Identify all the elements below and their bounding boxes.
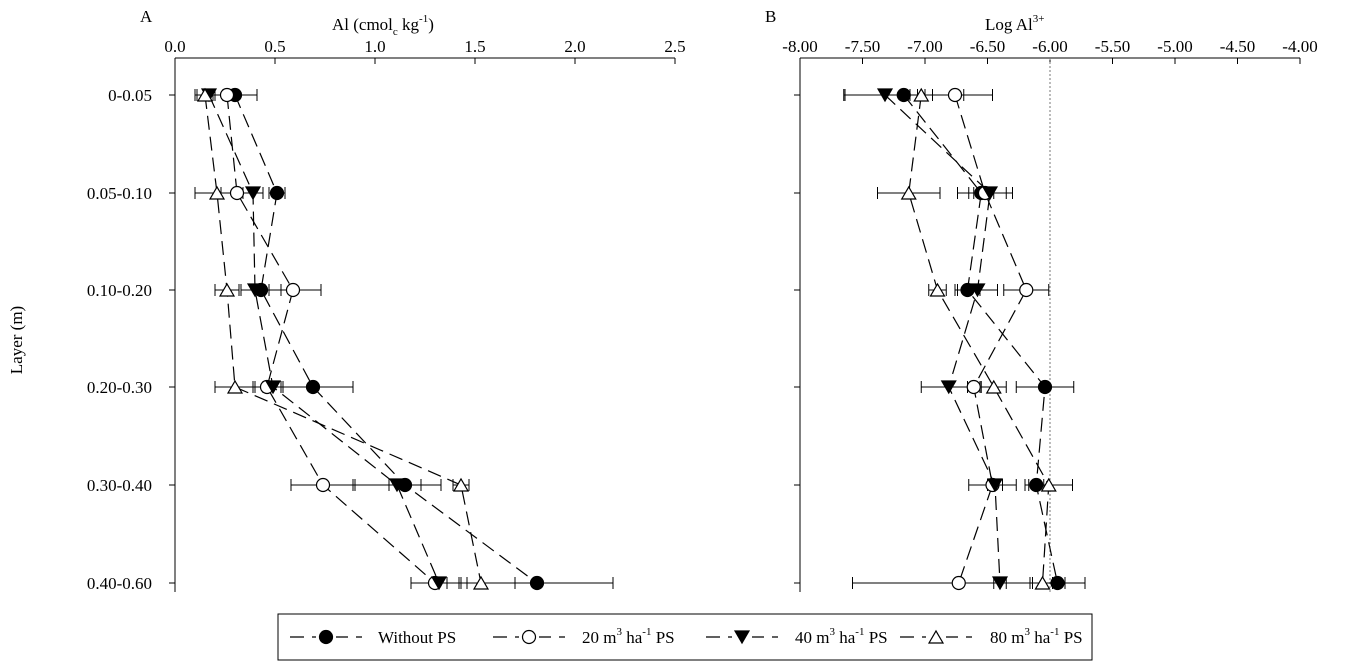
panel-1-point-ps80 (900, 185, 917, 200)
panel-0-point-ps80 (472, 575, 490, 590)
panel-0-xtick-label: 0.0 (164, 37, 185, 56)
panel-0-point-ps20 (285, 282, 301, 298)
panel-a-ylabel: Layer (m) (7, 306, 26, 374)
panel-1-point-ps80 (1034, 575, 1051, 590)
panel-1-point-without (896, 87, 911, 103)
panel-1-xtick-label: -8.00 (782, 37, 817, 56)
panel-0-point-ps80 (196, 87, 214, 102)
panel-0-series-line-without (234, 94, 538, 584)
panel-1-point-ps40 (969, 283, 986, 298)
panel-0-series-line-ps80 (204, 94, 482, 584)
panel-b-title: Log Al3+ (985, 13, 1044, 34)
panel-0-point-without (305, 379, 321, 395)
panel-1-series-line-ps20 (954, 94, 1027, 584)
panel-1-point-without (1050, 575, 1065, 591)
panel-0-category-label: 0.30-0.40 (87, 476, 152, 495)
panel-0-xtick-label: 0.5 (264, 37, 285, 56)
panel-0-series-line-ps20 (226, 94, 436, 584)
panel-b-letter: B (765, 7, 776, 26)
panel-0-point-ps80 (208, 185, 226, 200)
panel-1-point-ps40 (940, 380, 957, 395)
panel-1-point-without (1037, 379, 1053, 395)
panel-1-point-ps80 (985, 379, 1002, 394)
panel-0-category-label: 0.10-0.20 (87, 281, 152, 300)
panel-0-xtick-label: 2.5 (664, 37, 685, 56)
panel-0-point-ps40 (264, 380, 282, 395)
panel-0-point-ps40 (246, 283, 264, 298)
panel-0-category-label: 0-0.05 (108, 86, 152, 105)
legend-box (277, 613, 1093, 661)
panel-1-point-ps80 (929, 282, 946, 297)
panel-1-point-ps40 (986, 478, 1004, 493)
panel-1-point-ps80 (913, 87, 930, 102)
panel-0-xtick-label: 2.0 (564, 37, 585, 56)
panel-a-letter: A (140, 7, 153, 26)
panel-1-point-ps40 (876, 88, 894, 103)
panel-0-xtick-label: 1.5 (464, 37, 485, 56)
panel-1-point-ps80 (1040, 477, 1057, 492)
panel-1-point-ps20 (951, 575, 966, 591)
panel-1-xtick-label: -7.00 (907, 37, 942, 56)
panel-1-xtick-label: -6.50 (970, 37, 1005, 56)
panel-0-point-ps20 (315, 477, 331, 493)
panel-1-xtick-label: -6.00 (1032, 37, 1067, 56)
panel-1-point-ps20 (947, 87, 963, 103)
panel-0-point-ps40 (388, 478, 406, 493)
panel-0-category-label: 0.20-0.30 (87, 378, 152, 397)
legend-label-ps20: 20 m3 ha-1 PS (582, 626, 675, 647)
panel-0-point-ps20 (229, 185, 245, 201)
panel-0-point-without (269, 185, 285, 201)
panel-1-xtick-label: -5.50 (1095, 37, 1130, 56)
panel-1-point-ps40 (991, 576, 1009, 591)
legend-label-ps80: 80 m3 ha-1 PS (990, 626, 1083, 647)
panel-a-plot: 0.0 0.5 1.0 1.5 2.0 2.5 0-0.05 0.05-0.10 0.10-0.… (87, 37, 686, 593)
panel-0-series-line-ps40 (208, 94, 440, 584)
panel-0-point-ps40 (244, 186, 262, 201)
panel-0-category-label: 0.40-0.60 (87, 574, 152, 593)
panel-0-point-ps20 (219, 87, 235, 103)
legend-marker-ps20 (521, 629, 537, 645)
panel-1-xtick-label: -4.00 (1282, 37, 1317, 56)
panel-0-point-ps80 (218, 282, 236, 297)
panel-1-xtick-label: -5.00 (1157, 37, 1192, 56)
panel-1-series-line-without (903, 94, 1059, 584)
legend-label-ps40: 40 m3 ha-1 PS (795, 626, 888, 647)
legend-label-without: Without PS (378, 628, 456, 647)
panel-1-point-ps40 (981, 186, 999, 201)
legend-marker-ps80 (927, 629, 945, 644)
panel-1-series-line-ps80 (908, 94, 1050, 584)
panel-0-point-ps40 (430, 576, 448, 591)
panel-0-category-label: 0.05-0.10 (87, 184, 152, 203)
panel-0-xtick-label: 1.0 (364, 37, 385, 56)
legend-marker-without (318, 629, 334, 645)
panel-1-point-ps20 (966, 379, 981, 395)
legend (290, 628, 972, 646)
panel-1-xtick-label: -4.50 (1220, 37, 1255, 56)
panel-1-point-without (1029, 477, 1044, 493)
panel-1-series-line-ps40 (884, 94, 1001, 584)
panel-1-point-ps20 (1019, 282, 1034, 298)
panel-a-title: Al (cmolc kg-1) (332, 13, 434, 38)
legend-marker-ps40 (733, 630, 751, 645)
panel-b-plot: -8.00 -7.50 -7.00 -6.50 -6.00 -5.50 -5.00 -4.50… (782, 37, 1318, 592)
panel-0-point-ps80 (226, 379, 244, 394)
panel-0-point-ps80 (452, 477, 470, 492)
panel-0-point-without (529, 575, 545, 591)
panel-1-xtick-label: -7.50 (845, 37, 880, 56)
